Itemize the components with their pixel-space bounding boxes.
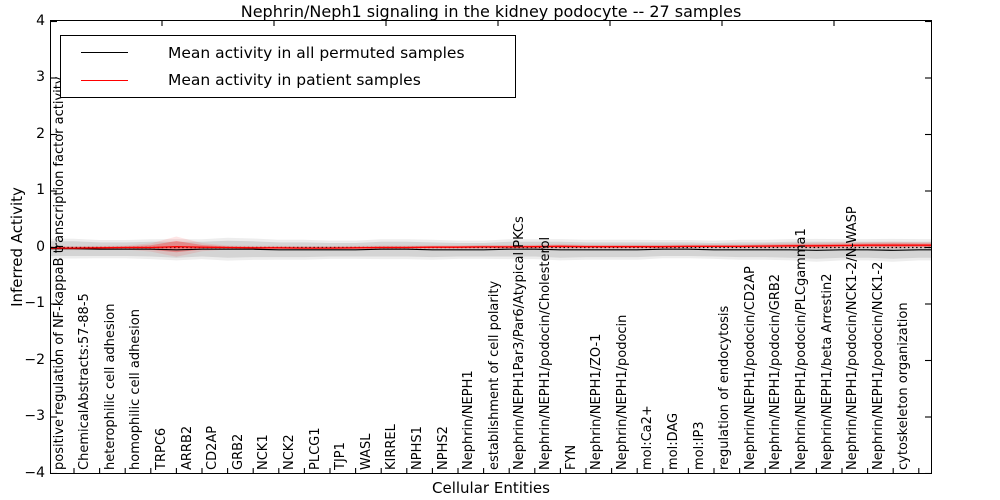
black-line-sample-icon xyxy=(81,52,128,54)
legend-label: Mean activity in patient samples xyxy=(168,71,421,90)
x-tick-label: Nephrin/NEPH1Par3/Par6/Atypical PKCs xyxy=(512,216,528,470)
plot-canvas xyxy=(51,21,931,473)
x-tick-label: NCK2 xyxy=(281,434,297,470)
red-line-sample-icon xyxy=(81,79,128,81)
x-tick-label: KIRREL xyxy=(384,424,400,470)
x-tick-label: NPHS1 xyxy=(409,426,425,470)
x-tick-label: Nephrin/NEPH1 xyxy=(461,370,477,470)
x-tick-label: GRB2 xyxy=(230,433,246,470)
x-tick-label: Nephrin/NEPH1/podocin/NCK1-2/N-WASP xyxy=(845,206,861,470)
x-tick-label: FYN xyxy=(563,444,579,470)
legend-box: Mean activity in all permuted samples Me… xyxy=(60,35,516,98)
x-tick-label: ARRB2 xyxy=(179,425,195,470)
y-tick-label: 4 xyxy=(36,12,45,29)
x-tick-label: Nephrin/NEPH1/ZO-1 xyxy=(589,333,605,470)
x-tick-label: Nephrin/NEPH1/podocin/GRB2 xyxy=(768,273,784,470)
x-tick-label: Nephrin/NEPH1/podocin/Cholesterol xyxy=(537,236,553,470)
patient-mean-line xyxy=(51,244,931,249)
y-tick-label: −3 xyxy=(24,408,45,424)
x-tick-label: regulation of endocytosis xyxy=(717,305,733,470)
x-tick-label: ChemicalAbstracts:57-88-5 xyxy=(77,293,93,470)
x-tick-label: PLCG1 xyxy=(307,427,323,470)
x-tick-label: positive regulation of NF-kappaB transcr… xyxy=(51,76,67,470)
x-tick-label: Nephrin/NEPH1/podocin/PLCgamma1 xyxy=(793,228,809,470)
legend-entry-permuted: Mean activity in all permuted samples xyxy=(61,40,515,66)
x-tick-label: Nephrin/NEPH1/beta Arrestin2 xyxy=(819,273,835,471)
y-tick-label: 0 xyxy=(36,238,45,255)
permuted-mean-line xyxy=(51,248,931,251)
x-tick-label: establishment of cell polarity xyxy=(486,280,502,470)
x-tick-label: TJP1 xyxy=(333,442,349,470)
legend-entry-patient: Mean activity in patient samples xyxy=(61,67,515,93)
y-tick-label: 1 xyxy=(36,182,45,198)
y-tick-label: 3 xyxy=(36,69,45,85)
y-tick-label: −1 xyxy=(24,295,45,311)
x-tick-label: mol:Ca2+ xyxy=(640,405,656,470)
x-tick-label: homophilic cell adhesion xyxy=(128,309,144,470)
y-tick-label: −4 xyxy=(24,464,45,481)
x-tick-label: TRPC6 xyxy=(153,427,169,470)
legend-label: Mean activity in all permuted samples xyxy=(168,43,465,62)
x-tick-label: NCK1 xyxy=(256,434,272,470)
x-tick-label: NPHS2 xyxy=(435,426,451,470)
x-tick-label: mol:IP3 xyxy=(691,421,707,470)
x-tick-label: cytoskeleton organization xyxy=(896,302,912,470)
y-axis-label: Inferred Activity xyxy=(8,187,26,307)
x-tick-label: mol:DAG xyxy=(665,412,681,470)
x-axis-label: Cellular Entities xyxy=(432,479,550,497)
x-tick-label: WASL xyxy=(358,433,374,470)
x-tick-label: heterophilic cell adhesion xyxy=(102,303,118,471)
x-tick-label: CD2AP xyxy=(205,425,221,470)
chart-title: Nephrin/Neph1 signaling in the kidney po… xyxy=(240,2,742,21)
y-tick-label: 2 xyxy=(36,125,45,142)
x-tick-label: Nephrin/NEPH1/podocin xyxy=(614,314,630,470)
y-tick-label: −2 xyxy=(24,351,45,368)
x-tick-label: Nephrin/NEPH1/podocin/CD2AP xyxy=(742,266,758,470)
x-tick-label: Nephrin/NEPH1/podocin/NCK1-2 xyxy=(870,261,886,470)
